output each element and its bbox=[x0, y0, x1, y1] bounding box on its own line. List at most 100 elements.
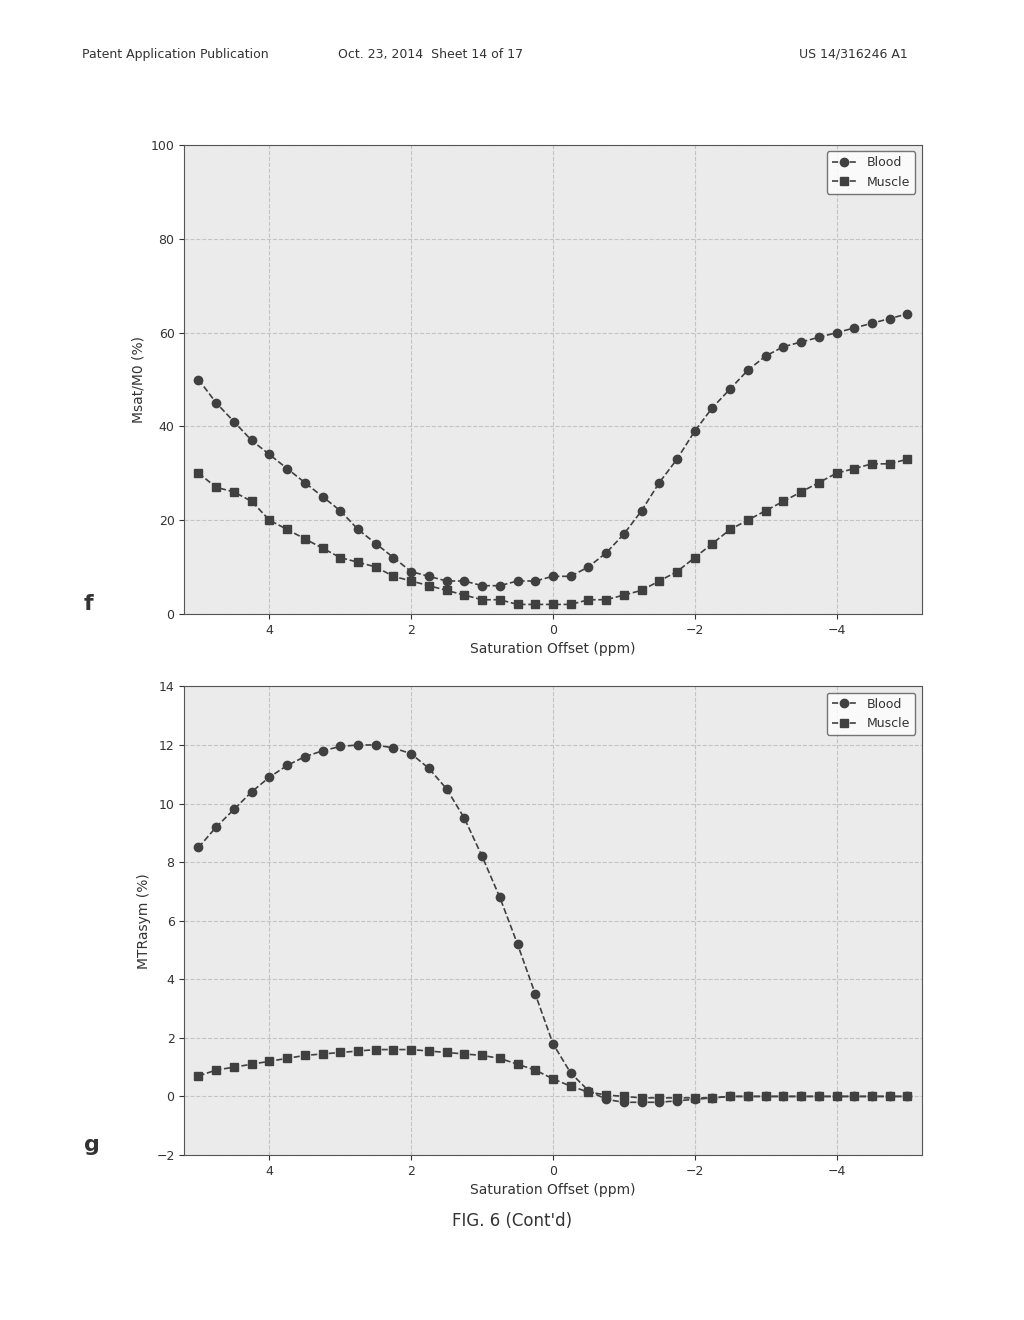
Muscle bbox=[299, 531, 311, 546]
Muscle bbox=[370, 1041, 382, 1057]
Blood bbox=[617, 527, 630, 543]
Muscle bbox=[547, 1071, 559, 1086]
Blood bbox=[440, 781, 453, 797]
Blood bbox=[653, 1094, 666, 1110]
Blood bbox=[370, 737, 382, 752]
Muscle bbox=[458, 587, 470, 603]
Blood bbox=[246, 784, 258, 800]
Muscle bbox=[866, 455, 879, 471]
Muscle bbox=[795, 484, 807, 500]
Blood bbox=[795, 334, 807, 350]
Blood bbox=[406, 564, 418, 579]
Muscle bbox=[564, 597, 577, 612]
Muscle bbox=[352, 554, 365, 570]
Blood bbox=[387, 549, 399, 565]
Blood bbox=[476, 849, 488, 865]
Muscle bbox=[901, 451, 913, 467]
Muscle bbox=[884, 1089, 896, 1105]
Muscle bbox=[511, 597, 523, 612]
Muscle bbox=[636, 1090, 648, 1106]
Line: Blood: Blood bbox=[195, 310, 911, 590]
Blood bbox=[760, 1089, 772, 1105]
Muscle bbox=[724, 521, 736, 537]
Muscle bbox=[830, 466, 843, 482]
Muscle bbox=[564, 1078, 577, 1094]
Muscle bbox=[529, 597, 542, 612]
Blood bbox=[707, 1090, 719, 1106]
Blood bbox=[476, 578, 488, 594]
Blood bbox=[193, 372, 205, 388]
Muscle bbox=[423, 1043, 435, 1059]
Muscle bbox=[210, 1063, 222, 1078]
Blood bbox=[866, 1089, 879, 1105]
Blood bbox=[334, 503, 346, 519]
Blood bbox=[777, 339, 790, 355]
Blood bbox=[227, 801, 240, 817]
Blood bbox=[423, 569, 435, 585]
Muscle bbox=[352, 1043, 365, 1059]
Text: FIG. 6 (Cont'd): FIG. 6 (Cont'd) bbox=[452, 1212, 572, 1230]
Muscle bbox=[529, 1063, 542, 1078]
Muscle bbox=[848, 1089, 860, 1105]
Muscle bbox=[440, 582, 453, 598]
Blood bbox=[352, 737, 365, 752]
Blood bbox=[617, 1094, 630, 1110]
Muscle bbox=[246, 1056, 258, 1072]
Legend: Blood, Muscle: Blood, Muscle bbox=[827, 152, 915, 194]
Blood bbox=[210, 818, 222, 836]
Blood bbox=[210, 395, 222, 411]
Muscle bbox=[281, 1051, 293, 1067]
Blood bbox=[246, 433, 258, 449]
Line: Blood: Blood bbox=[195, 741, 911, 1106]
Muscle bbox=[830, 1089, 843, 1105]
Blood bbox=[636, 503, 648, 519]
Muscle bbox=[777, 1089, 790, 1105]
Muscle bbox=[671, 1090, 683, 1106]
Blood bbox=[193, 840, 205, 855]
Muscle bbox=[583, 591, 595, 607]
Muscle bbox=[600, 1088, 612, 1104]
Muscle bbox=[813, 1089, 825, 1105]
Muscle bbox=[653, 1090, 666, 1106]
Blood bbox=[688, 1092, 700, 1107]
Muscle bbox=[476, 1048, 488, 1064]
Blood bbox=[458, 573, 470, 589]
Blood bbox=[299, 748, 311, 764]
Blood bbox=[387, 741, 399, 756]
Muscle bbox=[494, 1051, 506, 1067]
Blood bbox=[263, 446, 275, 462]
Muscle bbox=[334, 1044, 346, 1060]
Muscle bbox=[583, 1084, 595, 1100]
Blood bbox=[583, 1082, 595, 1098]
Muscle bbox=[193, 466, 205, 482]
Muscle bbox=[511, 1056, 523, 1072]
Muscle bbox=[884, 455, 896, 471]
Y-axis label: MTRasym (%): MTRasym (%) bbox=[136, 873, 151, 969]
Muscle bbox=[263, 1053, 275, 1069]
Muscle bbox=[707, 1090, 719, 1106]
Muscle bbox=[688, 1090, 700, 1106]
Muscle bbox=[334, 549, 346, 565]
Blood bbox=[547, 569, 559, 585]
Blood bbox=[316, 488, 329, 504]
Muscle bbox=[316, 1045, 329, 1061]
Legend: Blood, Muscle: Blood, Muscle bbox=[827, 693, 915, 735]
Blood bbox=[547, 1036, 559, 1052]
Blood bbox=[564, 569, 577, 585]
Muscle bbox=[653, 573, 666, 589]
Muscle bbox=[423, 578, 435, 594]
Muscle bbox=[387, 1041, 399, 1057]
Muscle bbox=[494, 591, 506, 607]
Muscle bbox=[901, 1089, 913, 1105]
Blood bbox=[741, 362, 754, 378]
Muscle bbox=[760, 1089, 772, 1105]
Blood bbox=[583, 560, 595, 576]
Blood bbox=[352, 521, 365, 537]
Blood bbox=[511, 573, 523, 589]
Blood bbox=[813, 1089, 825, 1105]
Muscle bbox=[777, 494, 790, 510]
Blood bbox=[494, 890, 506, 906]
Muscle bbox=[281, 521, 293, 537]
Muscle bbox=[866, 1089, 879, 1105]
Muscle bbox=[299, 1048, 311, 1064]
